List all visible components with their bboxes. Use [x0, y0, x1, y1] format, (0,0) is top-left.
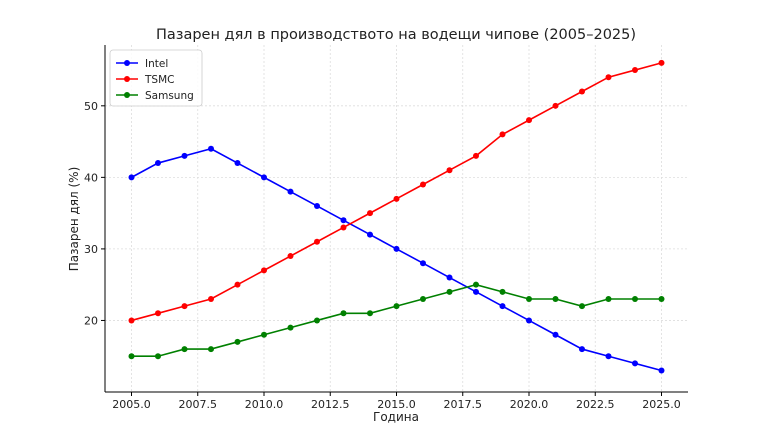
data-point-samsung	[314, 317, 320, 324]
data-point-intel	[446, 274, 453, 281]
data-point-samsung	[420, 295, 426, 302]
x-tick-label: 2007.5	[179, 398, 218, 411]
legend: Intel TSMC Samsung	[109, 49, 203, 107]
data-point-intel	[499, 303, 506, 310]
y-axis-label: Пазарен дял (%)	[67, 167, 81, 272]
data-point-samsung	[446, 288, 453, 295]
data-point-tsmc	[579, 88, 585, 95]
data-point-tsmc	[234, 281, 241, 288]
data-point-tsmc	[128, 317, 135, 324]
data-point-tsmc	[499, 131, 506, 138]
tick-labels: 2005.0 2007.5 2010.0 2012.5 2015.0 2017.5 2020…	[84, 100, 681, 411]
x-tick-label: 2015.0	[377, 398, 416, 411]
data-point-samsung	[208, 346, 214, 353]
legend-marker-intel	[124, 60, 130, 66]
data-point-intel	[632, 360, 638, 367]
data-point-tsmc	[393, 195, 400, 202]
data-point-samsung	[155, 353, 161, 360]
data-point-intel	[261, 174, 267, 181]
data-point-intel	[181, 152, 188, 159]
data-point-samsung	[526, 295, 532, 302]
data-point-intel	[605, 353, 612, 360]
data-point-intel	[208, 145, 214, 152]
data-point-tsmc	[526, 117, 532, 124]
x-tick-label: 2017.5	[444, 398, 483, 411]
x-tick-label: 2020.0	[510, 398, 549, 411]
data-point-intel	[658, 367, 665, 374]
data-point-intel	[340, 217, 347, 224]
data-point-tsmc	[473, 152, 479, 159]
data-point-samsung	[181, 346, 188, 353]
data-point-samsung	[261, 331, 267, 338]
y-tick-label: 40	[84, 171, 98, 184]
series-intel	[128, 145, 665, 374]
y-tick-label: 30	[84, 243, 98, 256]
legend-label-intel: Intel	[145, 58, 168, 70]
data-point-samsung	[393, 303, 400, 310]
data-point-samsung	[367, 310, 373, 317]
data-point-samsung	[340, 310, 347, 317]
data-point-tsmc	[632, 67, 638, 74]
series-lines	[128, 59, 665, 374]
data-point-intel	[473, 288, 479, 295]
axes	[101, 45, 688, 396]
data-point-tsmc	[181, 303, 188, 310]
data-point-tsmc	[605, 74, 612, 81]
data-point-tsmc	[287, 253, 294, 260]
data-point-intel	[367, 231, 373, 238]
data-point-tsmc	[367, 210, 373, 217]
y-tick-label: 50	[84, 100, 98, 113]
data-point-intel	[128, 174, 135, 181]
data-point-intel	[393, 245, 400, 252]
data-point-samsung	[473, 281, 479, 288]
data-point-intel	[526, 317, 532, 324]
data-point-tsmc	[552, 102, 559, 109]
y-tick-label: 20	[84, 314, 98, 327]
data-point-intel	[552, 331, 559, 338]
x-axis-label: Година	[373, 410, 419, 424]
data-point-intel	[579, 346, 585, 353]
legend-label-samsung: Samsung	[145, 90, 194, 102]
data-point-intel	[420, 260, 426, 267]
data-point-intel	[287, 188, 294, 195]
chart-title: Пазарен дял в производството на водещи ч…	[156, 27, 636, 43]
data-point-samsung	[128, 353, 135, 360]
x-tick-label: 2022.5	[576, 398, 615, 411]
legend-marker-tsmc	[124, 76, 130, 82]
data-point-intel	[155, 160, 161, 167]
x-tick-label: 2012.5	[311, 398, 350, 411]
legend-marker-samsung	[124, 92, 130, 98]
data-point-samsung	[287, 324, 294, 331]
data-point-samsung	[605, 295, 612, 302]
data-point-tsmc	[314, 238, 320, 245]
legend-box	[109, 49, 203, 107]
data-point-tsmc	[208, 295, 214, 302]
data-point-intel	[234, 160, 241, 167]
data-point-tsmc	[261, 267, 267, 274]
x-tick-label: 2005.0	[112, 398, 151, 411]
data-point-intel	[314, 202, 320, 209]
series-samsung	[128, 281, 665, 360]
data-point-tsmc	[446, 167, 453, 174]
x-tick-label: 2010.0	[245, 398, 284, 411]
data-point-tsmc	[420, 181, 426, 188]
data-point-tsmc	[155, 310, 161, 317]
data-point-samsung	[632, 295, 638, 302]
data-point-samsung	[499, 288, 506, 295]
data-point-samsung	[552, 295, 559, 302]
data-point-samsung	[658, 295, 665, 302]
data-point-tsmc	[340, 224, 347, 231]
data-point-samsung	[234, 338, 241, 345]
data-point-samsung	[579, 303, 585, 310]
data-point-tsmc	[658, 59, 665, 66]
legend-label-tsmc: TSMC	[144, 74, 174, 86]
x-tick-label: 2025.0	[642, 398, 681, 411]
series-tsmc	[128, 59, 665, 324]
